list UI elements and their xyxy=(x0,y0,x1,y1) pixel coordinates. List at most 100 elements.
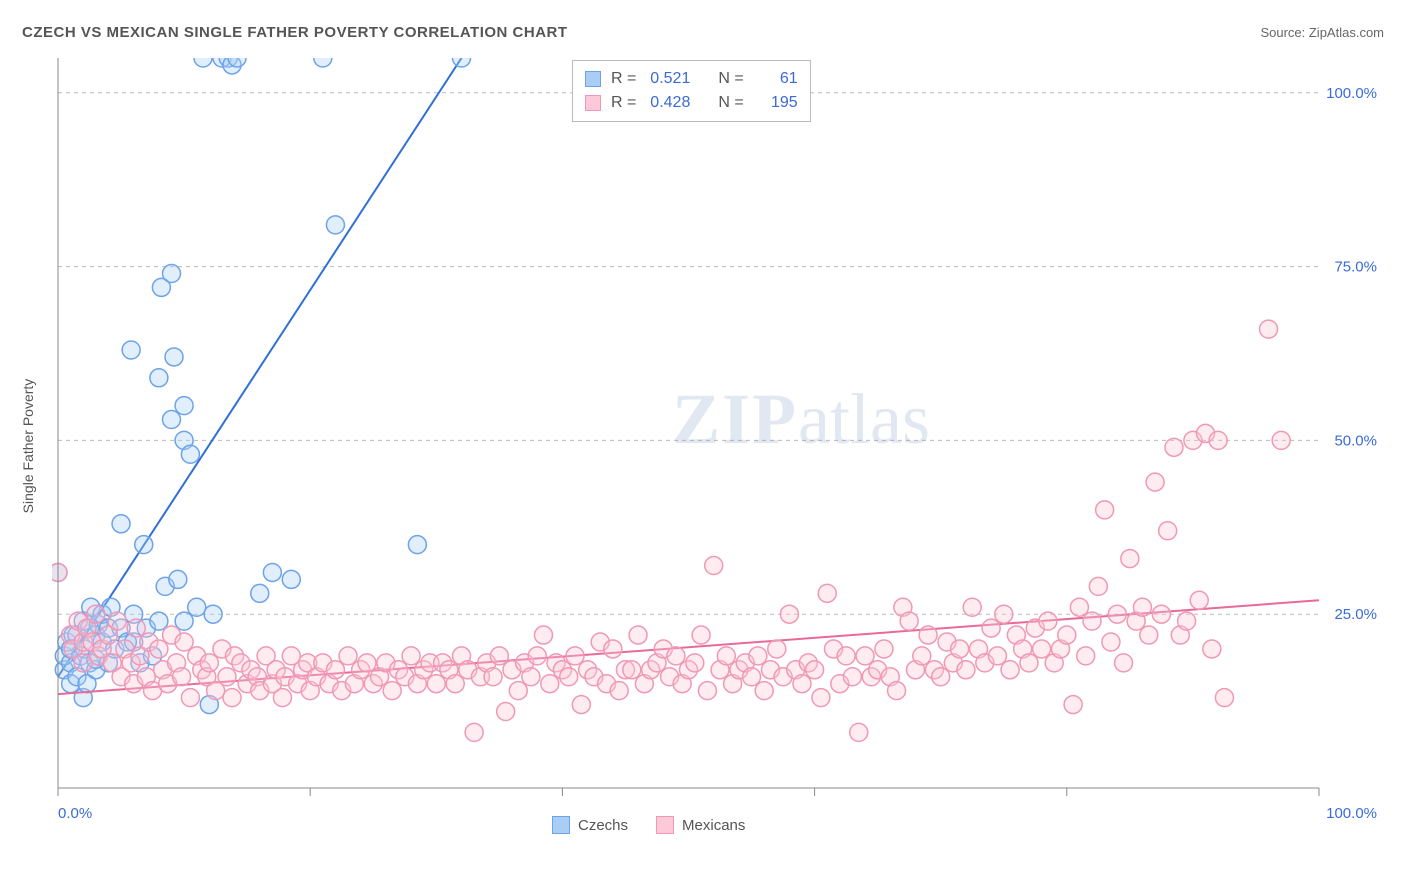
data-point xyxy=(919,626,937,644)
data-point xyxy=(717,647,735,665)
data-point xyxy=(888,682,906,700)
data-point xyxy=(162,265,180,283)
data-point xyxy=(108,612,126,630)
data-point xyxy=(150,369,168,387)
data-point xyxy=(1083,612,1101,630)
data-point xyxy=(314,58,332,67)
data-point xyxy=(780,605,798,623)
data-point xyxy=(1102,633,1120,651)
data-point xyxy=(667,647,685,665)
data-point xyxy=(1146,473,1164,491)
data-point xyxy=(122,341,140,359)
data-point xyxy=(453,58,471,67)
data-point xyxy=(181,445,199,463)
y-grid-label: 75.0% xyxy=(1334,259,1377,276)
chart-legend: Czechs Mexicans xyxy=(552,816,745,834)
legend-swatch xyxy=(656,816,674,834)
data-point xyxy=(768,640,786,658)
stats-n-label: N = xyxy=(718,94,743,112)
data-point xyxy=(686,654,704,672)
data-point xyxy=(629,626,647,644)
legend-label: Mexicans xyxy=(682,817,745,834)
data-point xyxy=(843,668,861,686)
data-point xyxy=(743,668,761,686)
data-point xyxy=(604,640,622,658)
stats-row: R =0.521N =61 xyxy=(585,67,798,91)
data-point xyxy=(150,640,168,658)
data-point xyxy=(200,654,218,672)
data-point xyxy=(1190,591,1208,609)
stats-r-value: 0.428 xyxy=(646,94,690,112)
data-point xyxy=(692,626,710,644)
data-point xyxy=(1140,626,1158,644)
data-point xyxy=(623,661,641,679)
data-point xyxy=(446,675,464,693)
data-point xyxy=(326,216,344,234)
data-point xyxy=(610,682,628,700)
legend-item: Czechs xyxy=(552,816,628,834)
stats-box: R =0.521N =61R =0.428N =195 xyxy=(572,60,811,122)
data-point xyxy=(87,605,105,623)
data-point xyxy=(1039,612,1057,630)
data-point xyxy=(339,647,357,665)
data-point xyxy=(982,619,1000,637)
data-point xyxy=(522,668,540,686)
data-point xyxy=(913,647,931,665)
data-point xyxy=(326,661,344,679)
scatter-chart: 25.0%50.0%75.0%100.0%0.0%100.0% ZIPatlas… xyxy=(52,58,1384,838)
data-point xyxy=(112,515,130,533)
data-point xyxy=(1159,522,1177,540)
stats-n-value: 195 xyxy=(754,94,798,112)
data-point xyxy=(812,689,830,707)
data-point xyxy=(995,605,1013,623)
data-point xyxy=(856,647,874,665)
data-point xyxy=(1272,431,1290,449)
data-point xyxy=(251,584,269,602)
title-bar: CZECH VS MEXICAN SINGLE FATHER POVERTY C… xyxy=(22,18,1384,46)
data-point xyxy=(705,557,723,575)
data-point xyxy=(383,682,401,700)
data-point xyxy=(509,682,527,700)
data-point xyxy=(135,536,153,554)
data-point xyxy=(175,397,193,415)
chart-svg: 25.0%50.0%75.0%100.0%0.0%100.0% xyxy=(52,58,1384,838)
data-point xyxy=(1020,654,1038,672)
stats-n-label: N = xyxy=(718,70,743,88)
data-point xyxy=(1152,605,1170,623)
data-point xyxy=(175,633,193,651)
stats-swatch xyxy=(585,95,601,111)
data-point xyxy=(1089,577,1107,595)
data-point xyxy=(218,668,236,686)
stats-row: R =0.428N =195 xyxy=(585,91,798,115)
stats-n-value: 61 xyxy=(754,70,798,88)
y-axis-label: Single Father Poverty xyxy=(20,379,36,514)
legend-label: Czechs xyxy=(578,817,628,834)
chart-title: CZECH VS MEXICAN SINGLE FATHER POVERTY C… xyxy=(22,24,568,41)
data-point xyxy=(150,612,168,630)
data-point xyxy=(162,411,180,429)
data-point xyxy=(837,647,855,665)
legend-item: Mexicans xyxy=(656,816,745,834)
data-point xyxy=(1001,661,1019,679)
data-point xyxy=(1070,598,1088,616)
data-point xyxy=(223,689,241,707)
data-point xyxy=(52,563,67,581)
data-point xyxy=(175,612,193,630)
data-point xyxy=(528,647,546,665)
data-point xyxy=(1178,612,1196,630)
stats-swatch xyxy=(585,71,601,87)
data-point xyxy=(1121,550,1139,568)
stats-r-label: R = xyxy=(611,70,636,88)
data-point xyxy=(173,668,191,686)
data-point xyxy=(1203,640,1221,658)
data-point xyxy=(1165,438,1183,456)
data-point xyxy=(1115,654,1133,672)
data-point xyxy=(282,570,300,588)
y-grid-label: 50.0% xyxy=(1334,432,1377,449)
data-point xyxy=(951,640,969,658)
data-point xyxy=(402,647,420,665)
data-point xyxy=(875,640,893,658)
data-point xyxy=(698,682,716,700)
data-point xyxy=(484,668,502,686)
data-point xyxy=(1096,501,1114,519)
